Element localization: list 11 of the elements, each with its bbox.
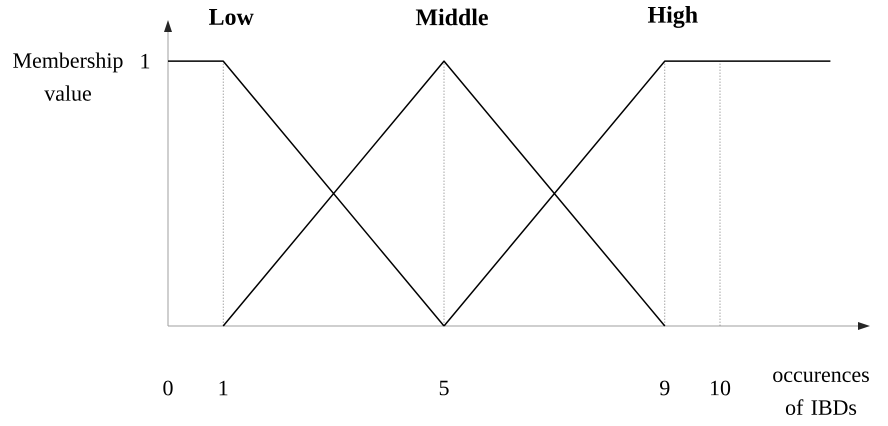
x-axis-title: occurences of IBDs — [773, 372, 869, 415]
series-label: High — [648, 6, 698, 28]
x-tick-label: 10 — [710, 380, 730, 396]
series-label: Low — [209, 9, 254, 25]
y-axis-title: Membership value — [13, 52, 123, 101]
annotation: 1 — [141, 54, 150, 68]
x-tick-label: 5 — [440, 380, 449, 396]
x-tick-label: 1 — [220, 380, 228, 396]
x-tick-label: 9 — [660, 380, 670, 396]
x-tick-label: 0 — [163, 380, 173, 396]
series-label: Middle — [416, 8, 488, 26]
